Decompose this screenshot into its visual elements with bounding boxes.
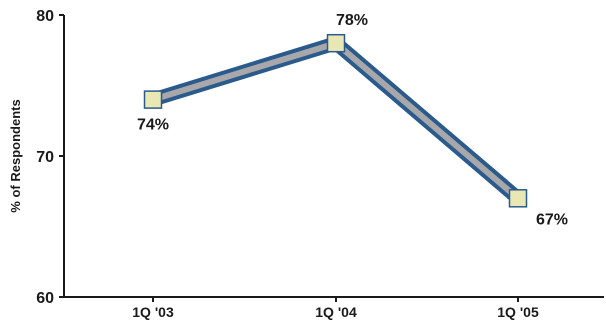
y-tick-label: 80 xyxy=(36,8,54,25)
series-line-group xyxy=(150,35,523,204)
series-line-outer xyxy=(150,35,523,204)
x-tick-label: 1Q '03 xyxy=(132,304,174,320)
x-tick-label: 1Q '05 xyxy=(497,304,539,320)
series-line-inner xyxy=(152,39,520,201)
y-tick-label: 60 xyxy=(36,290,54,307)
data-label: 67% xyxy=(536,211,568,228)
y-tick-label: 70 xyxy=(36,149,54,166)
data-label: 78% xyxy=(336,12,368,29)
data-point-marker xyxy=(143,90,163,109)
data-point-marker xyxy=(326,33,346,53)
x-tick-label: 1Q '04 xyxy=(315,304,357,320)
marker-group xyxy=(143,33,528,208)
data-point-marker xyxy=(508,189,528,208)
data-label-group: 74% 78% 67% xyxy=(137,12,568,228)
y-axis: 60 70 80 xyxy=(36,8,64,307)
y-axis-title: % of Respondents xyxy=(8,99,23,212)
data-label: 74% xyxy=(137,117,169,134)
x-axis: 1Q '03 1Q '04 1Q '05 xyxy=(132,297,539,320)
